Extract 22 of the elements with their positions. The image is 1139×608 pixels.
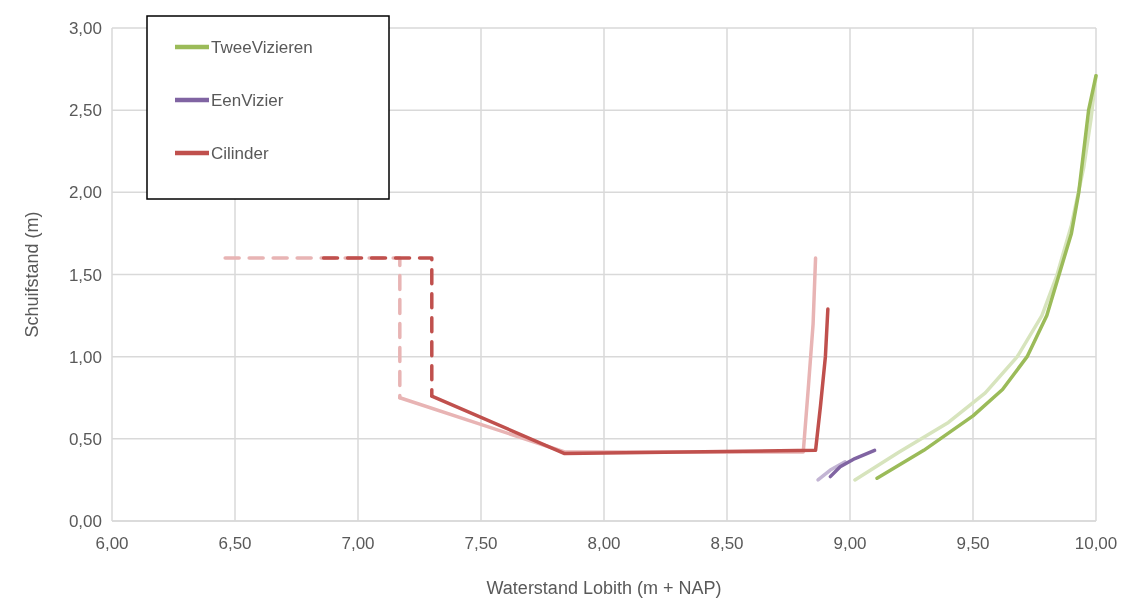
x-tick-label: 9,00	[833, 534, 867, 553]
y-tick-label: 3,00	[68, 19, 102, 38]
x-axis-title: Waterstand Lobith (m + NAP)	[486, 578, 722, 598]
x-tick-label: 8,50	[710, 534, 744, 553]
legend-label: EenVizier	[211, 91, 284, 110]
x-tick-label: 7,00	[341, 534, 375, 553]
legend-label: Cilinder	[211, 144, 269, 163]
legend-label: TweeVizieren	[211, 38, 313, 57]
x-tick-label: 7,50	[464, 534, 498, 553]
x-tick-label: 6,50	[218, 534, 252, 553]
x-tick-label: 10,00	[1074, 534, 1118, 553]
line-series	[828, 448, 877, 479]
y-tick-label: 1,00	[68, 347, 102, 367]
y-tick-label: 2,50	[68, 101, 102, 121]
y-tick-label: 0,00	[68, 512, 102, 531]
x-tick-label: 8,00	[587, 534, 621, 553]
x-tick-label: 6,00	[95, 534, 129, 553]
x-tick-label: 9,50	[956, 534, 990, 553]
y-tick-label: 1,50	[68, 265, 102, 285]
y-tick-label: 0,50	[68, 429, 102, 449]
y-axis-title: Schuifstand (m)	[22, 211, 42, 338]
y-tick-label: 2,00	[68, 183, 102, 203]
